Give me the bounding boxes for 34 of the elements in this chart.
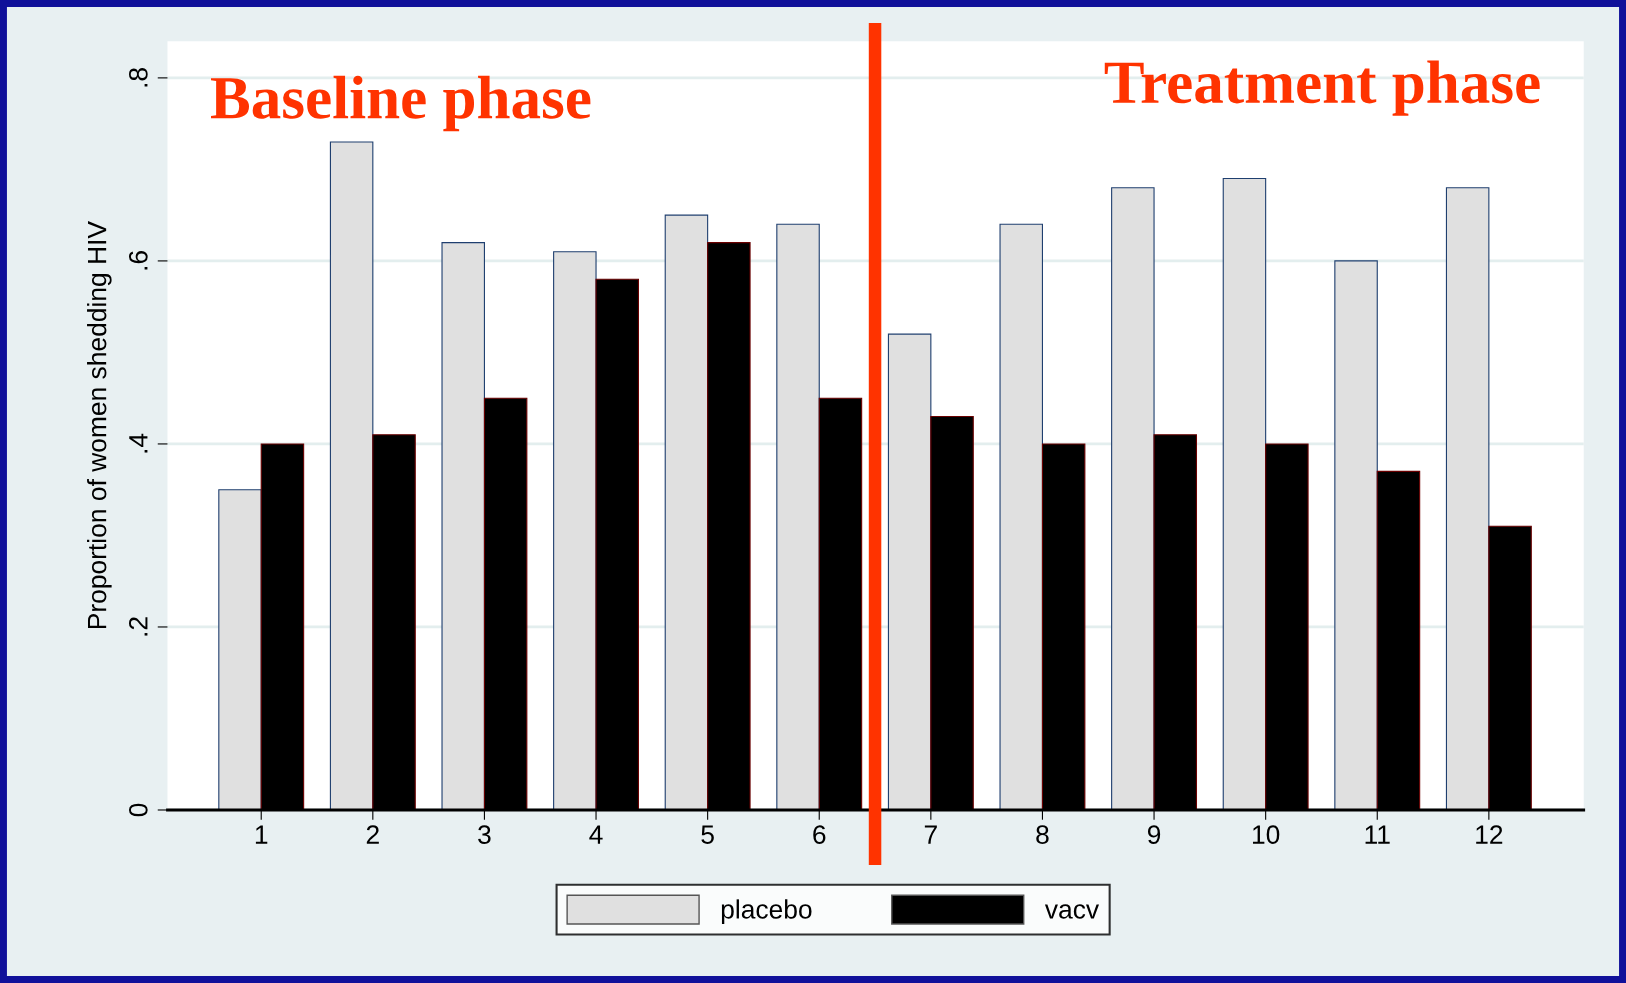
x-tick-label: 6: [813, 825, 826, 844]
x-tick-label: 12: [1476, 825, 1503, 844]
bar: [441, 242, 485, 810]
bar: [1445, 187, 1490, 810]
x-tick-label: 2: [366, 825, 379, 844]
bar: [776, 223, 820, 810]
x-tick-label: 5: [701, 825, 714, 844]
x-tick-label: 9: [1147, 825, 1161, 844]
bar: [664, 214, 709, 810]
bar: [1222, 177, 1267, 810]
x-tick-label: 11: [1365, 825, 1390, 844]
y-tick-label: 0: [128, 803, 148, 817]
x-tick-label: 8: [1036, 825, 1049, 844]
annotation: Treatment phase: [1104, 60, 1540, 116]
annotation: Baseline phase: [210, 75, 591, 132]
bar: [1111, 187, 1155, 810]
legend-label: placebo: [721, 899, 812, 924]
y-tick-label: .4: [129, 433, 148, 453]
bar: [1334, 260, 1378, 810]
text: vacv: [1044, 904, 1100, 919]
x-tick-label: 4: [589, 825, 603, 844]
y-tick-label: .6: [128, 251, 148, 270]
bar: [999, 223, 1044, 810]
x-tick-label: 7: [924, 825, 937, 844]
y-tick-label: .2: [128, 617, 148, 636]
y-tick-label: .8: [128, 68, 148, 87]
x-tick-label: 3: [478, 825, 491, 844]
bar: [218, 489, 262, 810]
x-tick-label: 10: [1252, 825, 1280, 844]
bar: [553, 251, 597, 810]
x-tick-label: 1: [255, 825, 268, 844]
bar: [329, 141, 374, 810]
y-axis-title: Proportion of women shedding HIV: [87, 221, 112, 629]
bar: [887, 333, 932, 810]
